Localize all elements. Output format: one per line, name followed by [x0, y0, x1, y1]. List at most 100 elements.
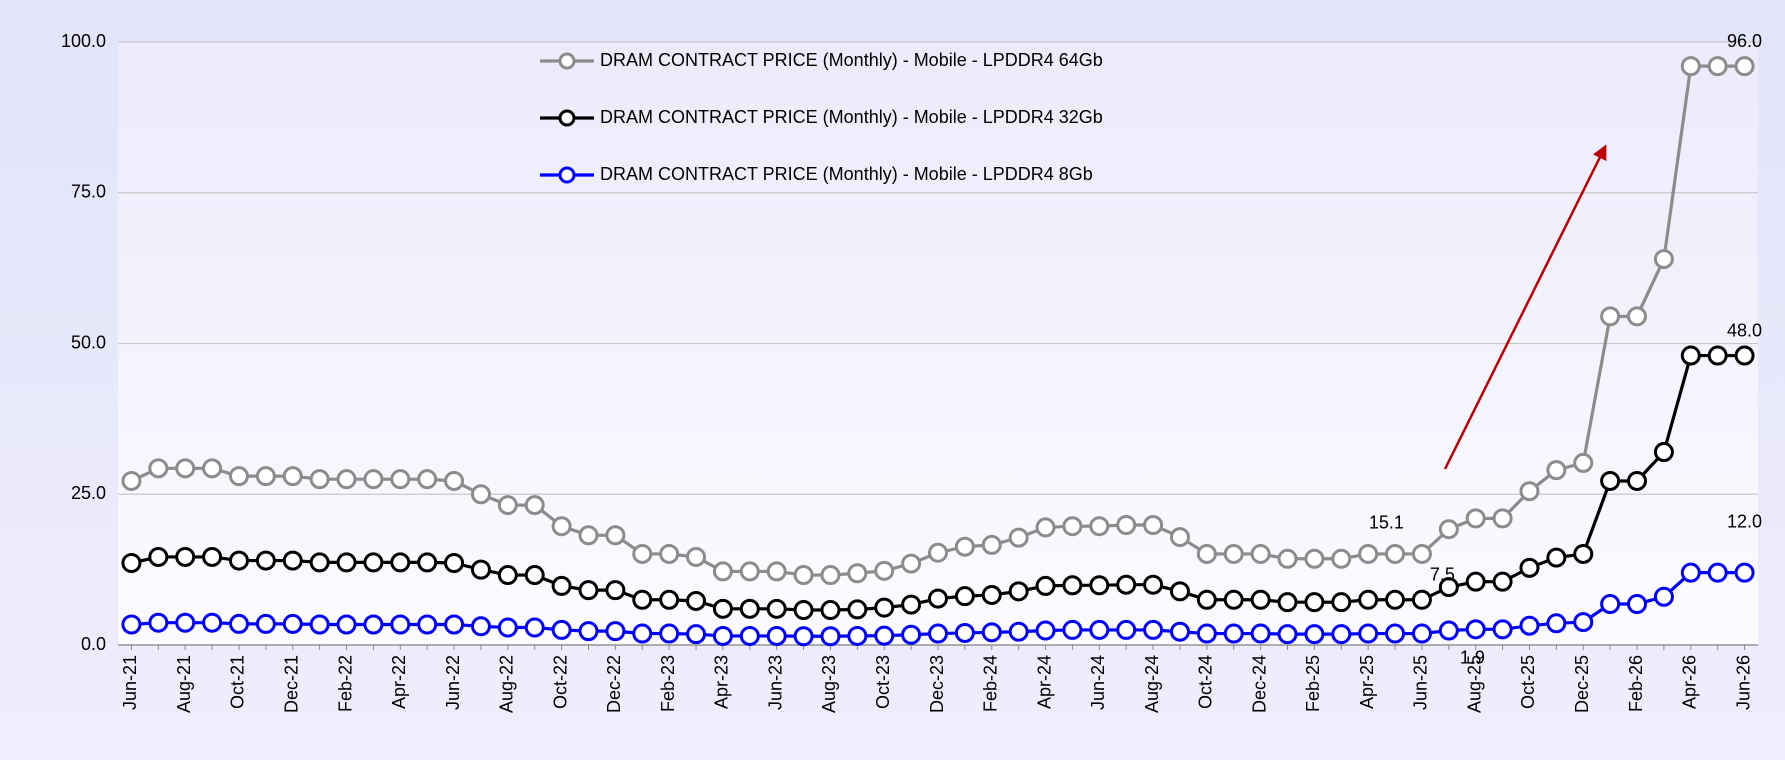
point-marker	[1573, 452, 1594, 473]
point-marker	[1653, 249, 1674, 270]
point-marker	[1196, 589, 1217, 610]
point-marker	[981, 584, 1002, 605]
y-tick-label: 50.0	[71, 332, 106, 352]
point-marker	[820, 600, 841, 621]
point-marker	[1438, 620, 1459, 641]
point-marker	[175, 612, 196, 633]
point-marker	[1492, 508, 1513, 529]
point-marker	[659, 589, 680, 610]
point-marker	[497, 617, 518, 638]
point-marker	[1116, 619, 1137, 640]
x-tick-label: Apr-23	[712, 655, 732, 709]
point-marker	[1277, 548, 1298, 569]
point-marker	[1277, 592, 1298, 613]
point-marker	[175, 458, 196, 479]
legend-label: DRAM CONTRACT PRICE (Monthly) - Mobile -…	[600, 164, 1093, 184]
point-marker	[1492, 619, 1513, 640]
point-marker	[928, 588, 948, 609]
x-tick-label: Oct-24	[1196, 655, 1216, 709]
x-tick-label: Dec-25	[1572, 655, 1592, 713]
x-tick-label: Oct-25	[1518, 655, 1538, 709]
point-marker	[148, 458, 169, 479]
point-marker	[1089, 575, 1110, 596]
x-tick-label: Jun-25	[1411, 655, 1431, 710]
x-tick-label: Feb-25	[1303, 655, 1323, 712]
point-marker	[390, 614, 411, 635]
point-marker	[1411, 623, 1432, 644]
point-marker	[309, 469, 330, 490]
point-marker	[1519, 557, 1540, 578]
point-marker	[739, 625, 760, 646]
legend-marker	[558, 166, 576, 184]
point-marker	[605, 580, 626, 601]
point-marker	[1223, 543, 1244, 564]
point-marker	[686, 546, 707, 567]
point-marker	[1385, 623, 1406, 644]
point-marker	[175, 546, 196, 567]
point-marker	[1653, 586, 1674, 607]
point-marker	[1250, 589, 1271, 610]
point-marker	[1465, 619, 1486, 640]
point-marker	[1169, 581, 1190, 602]
point-marker	[497, 565, 518, 586]
point-marker	[1223, 623, 1244, 644]
x-tick-label: Feb-23	[658, 655, 678, 712]
point-marker	[874, 560, 895, 581]
trend-arrow	[1443, 144, 1607, 470]
point-marker	[793, 626, 814, 647]
point-marker	[1707, 562, 1728, 583]
point-marker	[766, 625, 787, 646]
point-marker	[1734, 562, 1755, 583]
point-marker	[874, 597, 895, 618]
point-marker	[1438, 519, 1459, 540]
y-tick-label: 25.0	[71, 483, 106, 503]
point-marker	[1627, 470, 1648, 491]
point-marker	[444, 470, 465, 491]
x-tick-label: Apr-26	[1680, 655, 1700, 709]
point-marker	[390, 469, 411, 490]
point-marker	[659, 543, 680, 564]
legend-marker	[558, 109, 576, 127]
point-marker	[1035, 620, 1056, 641]
point-marker	[686, 590, 707, 611]
point-marker	[1411, 589, 1432, 610]
point-marker	[1331, 624, 1352, 645]
point-marker	[551, 575, 572, 596]
data-label: 1.9	[1460, 647, 1485, 667]
point-marker	[390, 552, 411, 573]
point-marker	[336, 552, 357, 573]
point-marker	[1143, 619, 1164, 640]
point-marker	[632, 623, 653, 644]
point-marker	[901, 553, 922, 574]
x-tick-label: Dec-24	[1249, 655, 1269, 713]
x-tick-label: Jun-21	[120, 655, 140, 710]
point-marker	[417, 469, 438, 490]
point-marker	[578, 621, 599, 642]
point-marker	[282, 550, 303, 571]
point-marker	[659, 623, 680, 644]
point-marker	[1223, 589, 1244, 610]
point-marker	[847, 599, 868, 620]
x-tick-label: Jun-23	[765, 655, 785, 710]
point-marker	[928, 623, 948, 644]
point-marker	[148, 546, 169, 567]
data-label: 48.0	[1727, 320, 1762, 340]
point-marker	[202, 546, 223, 567]
point-marker	[551, 516, 572, 537]
point-marker	[417, 552, 438, 573]
point-marker	[121, 470, 142, 491]
point-marker	[524, 565, 545, 586]
point-marker	[1196, 623, 1217, 644]
point-marker	[766, 561, 787, 582]
point-marker	[928, 542, 948, 563]
point-marker	[1062, 516, 1083, 537]
point-marker	[255, 550, 276, 571]
point-marker	[1089, 619, 1110, 640]
point-marker	[1707, 345, 1728, 366]
point-marker	[1196, 543, 1217, 564]
point-marker	[363, 614, 384, 635]
x-tick-label: Feb-22	[335, 655, 355, 712]
point-marker	[712, 598, 733, 619]
point-marker	[1169, 527, 1190, 548]
point-marker	[1062, 619, 1083, 640]
